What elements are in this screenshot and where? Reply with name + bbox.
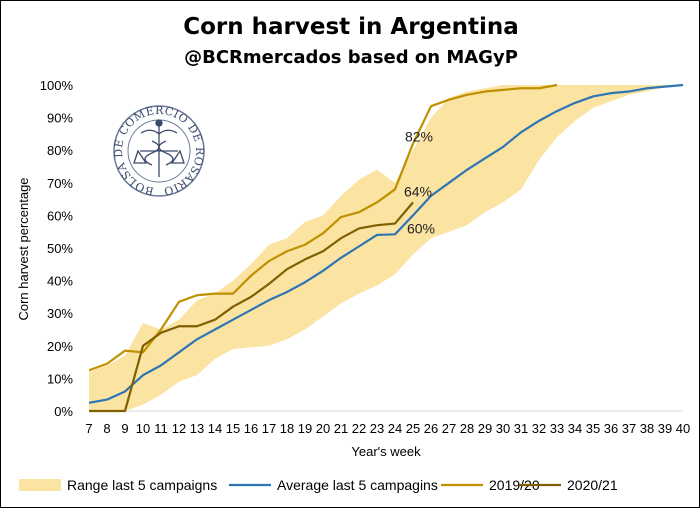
- y-tick-label: 90%: [47, 111, 73, 126]
- x-tick-label: 34: [568, 421, 582, 436]
- x-tick-label: 20: [316, 421, 330, 436]
- x-tick-label: 26: [424, 421, 438, 436]
- x-tick-label: 8: [103, 421, 110, 436]
- y-tick-label: 40%: [47, 274, 73, 289]
- x-tick-label: 36: [604, 421, 618, 436]
- x-tick-label: 9: [121, 421, 128, 436]
- x-tick-label: 35: [586, 421, 600, 436]
- x-tick-label: 33: [550, 421, 564, 436]
- x-tick-label: 30: [496, 421, 510, 436]
- chart-title: Corn harvest in Argentina: [183, 14, 519, 40]
- y-tick-label: 20%: [47, 339, 73, 354]
- y-tick-label: 60%: [47, 208, 73, 223]
- data-label: 60%: [407, 220, 435, 236]
- x-tick-label: 15: [226, 421, 240, 436]
- x-axis-label: Year's week: [351, 444, 421, 459]
- legend-label: 2019/20: [489, 477, 540, 493]
- y-tick-label: 10%: [47, 371, 73, 386]
- y-tick-label: 100%: [40, 78, 74, 93]
- y-tick-label: 0%: [54, 404, 73, 419]
- data-label: 64%: [404, 183, 432, 199]
- legend: Range last 5 campaigns Average last 5 cam…: [19, 477, 618, 493]
- x-tick-label: 13: [190, 421, 204, 436]
- chart-subtitle: @BCRmercados based on MAGyP: [184, 47, 518, 68]
- y-axis-label: Corn harvest percentage: [16, 177, 31, 320]
- x-tick-label: 17: [262, 421, 276, 436]
- x-tick-label: 38: [640, 421, 654, 436]
- x-tick-label: 32: [532, 421, 546, 436]
- series-line-3: [89, 201, 414, 413]
- x-tick-label: 29: [478, 421, 492, 436]
- x-tick-label: 28: [460, 421, 474, 436]
- x-tick-label: 21: [334, 421, 348, 436]
- x-tick-label: 39: [658, 421, 672, 436]
- data-label: 82%: [405, 129, 433, 145]
- x-tick-label: 19: [298, 421, 312, 436]
- x-tick-label: 27: [442, 421, 456, 436]
- bcr-logo: BOLSA DE COMERCIO DE ROSARIO: [112, 104, 206, 198]
- caduceus-icon: [133, 119, 185, 177]
- x-tick-label: 14: [208, 421, 222, 436]
- legend-label: Average last 5 campagins: [277, 477, 438, 493]
- x-tick-label: 23: [370, 421, 384, 436]
- x-tick-label: 22: [352, 421, 366, 436]
- x-tick-label: 40: [676, 421, 690, 436]
- x-tick-label: 12: [172, 421, 186, 436]
- legend-label: 2020/21: [567, 477, 618, 493]
- y-tick-label: 50%: [47, 241, 73, 256]
- series-line-1: [88, 83, 684, 404]
- x-tick-label: 11: [154, 421, 168, 436]
- series-line-2: [88, 83, 558, 372]
- y-tick-label: 80%: [47, 143, 73, 158]
- range-band: [89, 85, 683, 411]
- y-tick-label: 30%: [47, 306, 73, 321]
- x-tick-label: 10: [136, 421, 150, 436]
- x-tick-label: 37: [622, 421, 636, 436]
- x-tick-label: 18: [280, 421, 294, 436]
- plot-area: 0% 10% 20% 30% 40% 50% 60% 70% 80% 90% 100% 7 8 9 10 11…: [40, 78, 690, 436]
- x-tick-label: 24: [388, 421, 402, 436]
- legend-swatch: [19, 479, 61, 491]
- x-tick-label: 7: [85, 421, 92, 436]
- x-tick-label: 16: [244, 421, 258, 436]
- y-tick-label: 70%: [47, 176, 73, 191]
- legend-label: Range last 5 campaigns: [67, 477, 217, 493]
- x-tick-label: 31: [514, 421, 528, 436]
- x-tick-label: 25: [406, 421, 420, 436]
